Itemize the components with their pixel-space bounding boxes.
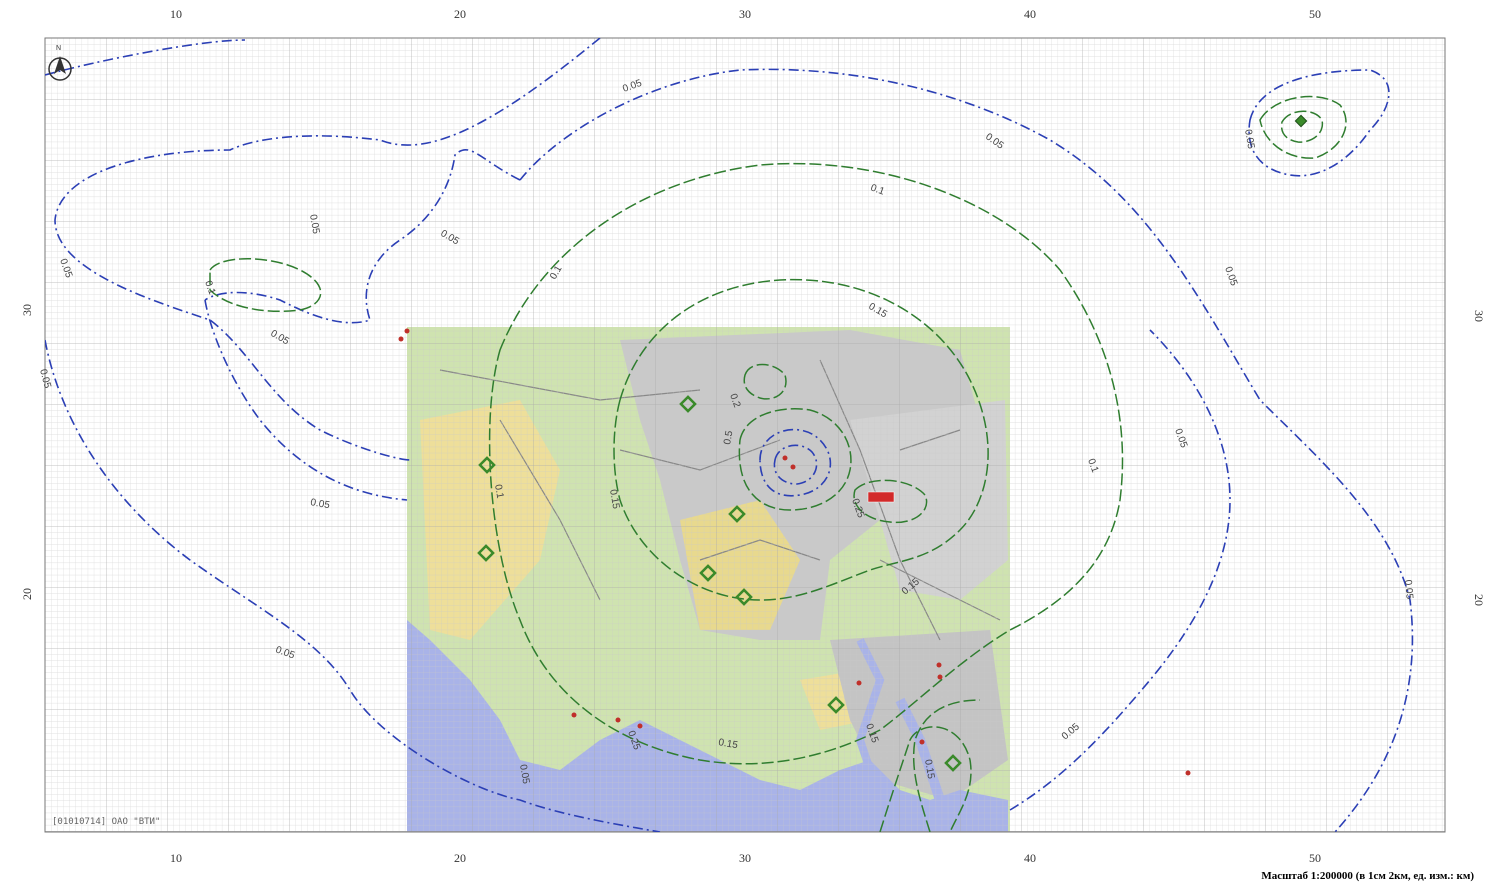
source-marker-red[interactable] [856, 680, 862, 686]
source-marker-red[interactable] [571, 712, 577, 718]
contour-blue-east-loop [1009, 329, 1231, 811]
contour-label: 0.05 [37, 368, 53, 390]
y-tick-left: 30 [20, 304, 34, 316]
source-marker-red[interactable] [637, 723, 643, 729]
x-tick-top: 10 [170, 7, 182, 21]
contour-label: 0.1 [869, 182, 886, 197]
source-marker-green[interactable] [827, 696, 845, 714]
contour-label: 0.15 [922, 759, 936, 781]
source-marker-green[interactable] [735, 588, 753, 606]
contours-blue [45, 38, 1414, 832]
contour-label: 0.1 [492, 484, 505, 500]
y-tick-left: 20 [20, 588, 34, 600]
contour-blue-center-inner [773, 444, 818, 485]
contour-label: 0.2 [727, 392, 742, 409]
contour-label: 0.05 [1242, 129, 1256, 151]
contour-green-east [853, 479, 928, 524]
contour-green-south [879, 726, 972, 832]
x-tick-bottom: 20 [454, 851, 466, 865]
x-axis-bottom: 10 20 30 40 50 [170, 851, 1321, 865]
x-tick-bottom: 40 [1024, 851, 1036, 865]
source-marker-red-cluster[interactable] [867, 491, 895, 503]
x-tick-top: 50 [1309, 7, 1321, 21]
contour-blue-top-right [1248, 69, 1390, 177]
contour-green-small-loop [743, 363, 787, 400]
source-marker-green[interactable] [679, 395, 697, 413]
contour-blue-center [759, 428, 832, 497]
x-tick-top: 20 [454, 7, 466, 21]
contour-label: 0.05 [517, 764, 531, 786]
grid-major [45, 38, 1445, 832]
north-arrow-icon: N [48, 45, 72, 81]
source-marker-red[interactable] [398, 336, 404, 342]
source-marker-green[interactable] [1294, 114, 1308, 128]
source-marker-green[interactable] [478, 456, 496, 474]
contours-green [209, 95, 1347, 832]
source-marker-red[interactable] [937, 674, 943, 680]
contour-blue-main [519, 68, 1414, 832]
y-axis-right: 30 20 [1472, 310, 1486, 606]
y-tick-right: 30 [1472, 310, 1486, 322]
source-marker-green[interactable] [728, 505, 746, 523]
y-axis-left: 30 20 [20, 304, 34, 600]
watermark: [01010714] ОАО "ВТИ" [52, 817, 160, 827]
contour-label: 0.15 [717, 737, 739, 751]
source-marker-red[interactable] [790, 464, 796, 470]
x-tick-bottom: 10 [170, 851, 182, 865]
contour-label: 0.1 [1085, 457, 1100, 474]
contour-label: 0.05 [309, 497, 331, 511]
source-marker-green[interactable] [944, 754, 962, 772]
scale-caption: Масштаб 1:200000 (в 1см 2км, ед. изм.: к… [1261, 870, 1474, 882]
source-markers [398, 114, 1308, 776]
contour-green-outer [488, 162, 1124, 765]
source-marker-red[interactable] [936, 662, 942, 668]
source-marker-red[interactable] [919, 739, 925, 745]
contour-green-top-right-inner [1280, 110, 1324, 143]
contour-green-inner [738, 408, 852, 511]
contour-blue-outer [45, 38, 601, 461]
contour-green-west-loop [209, 258, 322, 313]
contour-label: 0.05 [307, 214, 321, 236]
x-axis-top: 10 20 30 40 50 [170, 7, 1321, 21]
contour-label: 0.15 [607, 489, 621, 511]
contour-green-mid [613, 278, 989, 601]
x-tick-bottom: 30 [739, 851, 751, 865]
contour-blue-left [204, 149, 521, 324]
source-marker-green[interactable] [699, 564, 717, 582]
source-marker-red[interactable] [1185, 770, 1191, 776]
north-label: N [56, 45, 61, 52]
y-tick-right: 20 [1472, 594, 1486, 606]
contour-green-top-right [1259, 95, 1347, 159]
map-frame [44, 37, 1446, 833]
contour-label: 0.5 [722, 429, 735, 445]
x-tick-top: 30 [739, 7, 751, 21]
source-marker-red[interactable] [615, 717, 621, 723]
contour-label: 0.05 [1402, 579, 1415, 600]
source-marker-red[interactable] [404, 328, 410, 334]
source-marker-red[interactable] [782, 455, 788, 461]
contour-blue-west [45, 339, 661, 832]
source-marker-green[interactable] [477, 544, 495, 562]
x-tick-top: 40 [1024, 7, 1036, 21]
x-tick-bottom: 50 [1309, 851, 1321, 865]
contour-label: 0.1 [202, 279, 217, 296]
contour-green-southwest [912, 699, 981, 832]
